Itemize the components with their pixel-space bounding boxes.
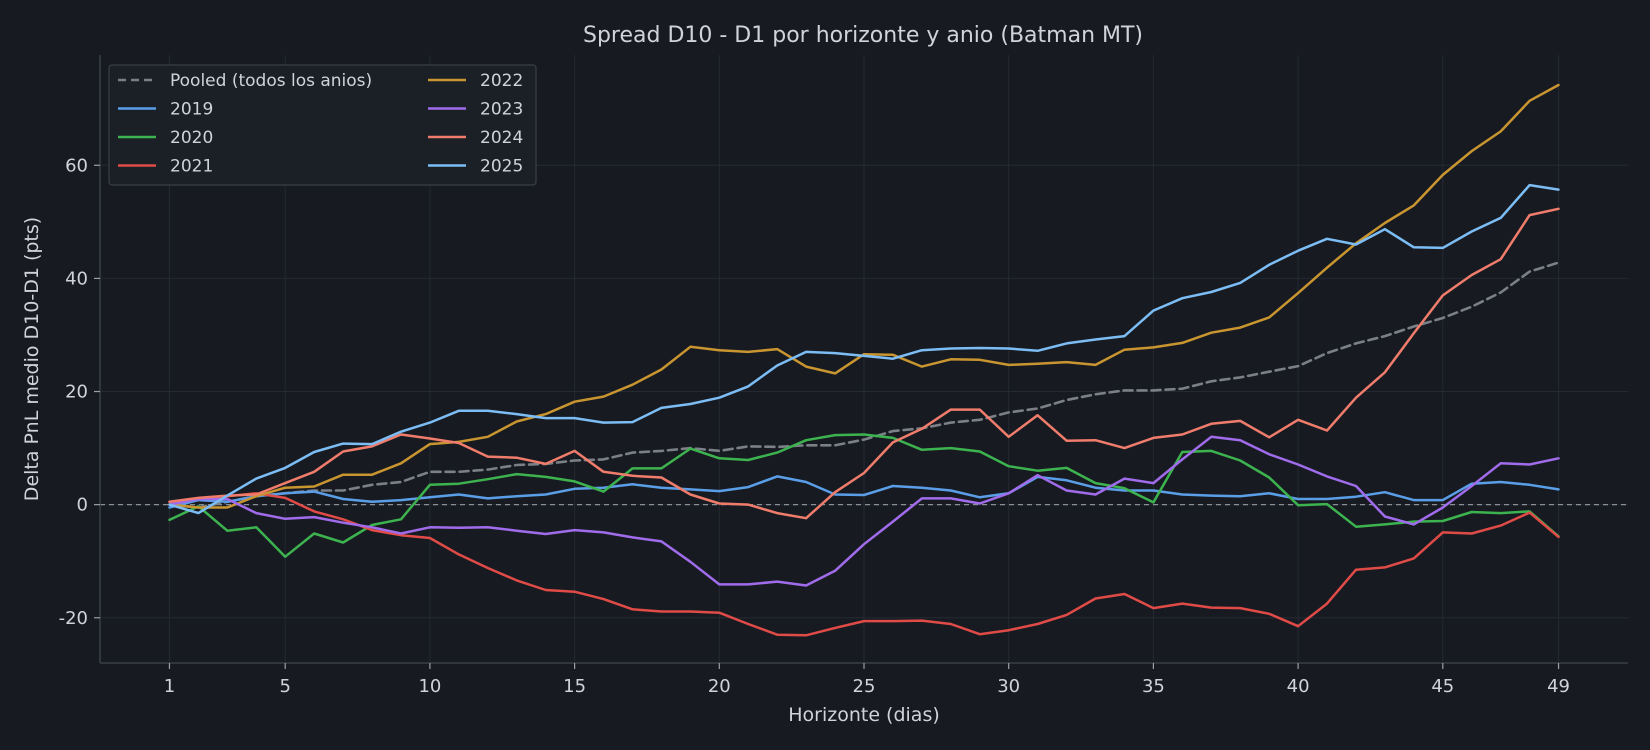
series-line-3 xyxy=(168,492,1560,637)
x-tick-label-8: 40 xyxy=(1287,676,1310,697)
legend-label-5: 2023 xyxy=(480,100,523,120)
legend-label-2: 2020 xyxy=(170,128,213,148)
legend-label-7: 2025 xyxy=(480,157,523,177)
x-tick-label-6: 30 xyxy=(997,676,1020,697)
legend-label-3: 2021 xyxy=(170,157,213,177)
legend-label-6: 2024 xyxy=(480,128,523,148)
y-ticks: -20 0 20 40 60 xyxy=(59,155,100,629)
legend-box xyxy=(108,64,537,186)
legend-label-1: 2019 xyxy=(170,100,213,120)
x-tick-label-0: 1 xyxy=(164,676,175,697)
series-lines xyxy=(168,83,1560,637)
legend-label-0: Pooled (todos los anios) xyxy=(170,71,372,91)
x-tick-label-2: 10 xyxy=(418,676,441,697)
y-tick-label-3: 40 xyxy=(65,268,88,289)
x-tick-label-3: 15 xyxy=(563,676,586,697)
series-line-2 xyxy=(168,433,1560,558)
y-axis-label: Delta PnL medio D10-D1 (pts) xyxy=(21,217,43,501)
x-tick-label-1: 5 xyxy=(279,676,290,697)
y-tick-label-2: 20 xyxy=(65,382,88,403)
x-tick-label-4: 20 xyxy=(708,676,731,697)
chart-title: Spread D10 - D1 por horizonte y anio (Ba… xyxy=(583,23,1143,48)
series-line-7 xyxy=(168,183,1560,515)
x-tick-label-5: 25 xyxy=(853,676,876,697)
y-tick-label-1: 0 xyxy=(77,495,88,516)
legend: Pooled (todos los anios) 2019 2020 2021 2022… xyxy=(108,64,537,186)
series-line-5 xyxy=(168,435,1560,587)
legend-label-4: 2022 xyxy=(480,71,523,91)
series-line-0 xyxy=(168,261,1560,509)
x-tick-label-9: 45 xyxy=(1431,676,1454,697)
y-tick-label-4: 60 xyxy=(65,155,88,176)
series-line-1 xyxy=(168,475,1560,509)
series-line-6 xyxy=(168,207,1560,520)
x-tick-label-10: 49 xyxy=(1547,676,1570,697)
series-line-4 xyxy=(168,83,1560,509)
y-tick-label-0: -20 xyxy=(59,608,88,629)
x-axis-label: Horizonte (dias) xyxy=(788,704,940,726)
x-tick-label-7: 35 xyxy=(1142,676,1165,697)
x-ticks: 1 5 10 15 20 25 30 35 40 45 49 xyxy=(164,663,1570,697)
